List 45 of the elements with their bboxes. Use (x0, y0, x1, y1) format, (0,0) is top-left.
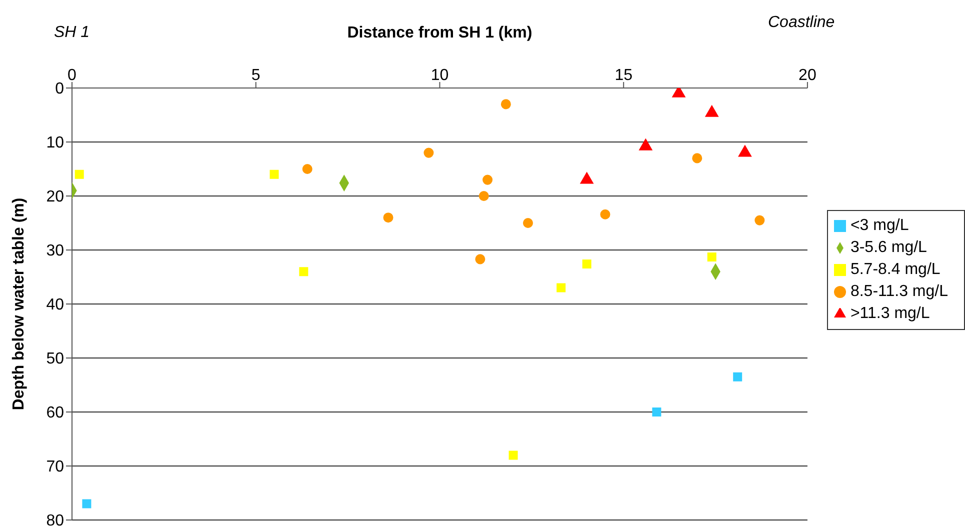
point (383, 212, 394, 223)
legend-label: 3-5.6 mg/L (850, 239, 927, 256)
y-axis-title: Depth below water table (m) (10, 198, 28, 410)
point (672, 88, 686, 98)
x-tick-label: 10 (430, 67, 449, 84)
point (482, 174, 493, 185)
point (270, 170, 279, 179)
y-tick-label: 80 (46, 512, 64, 530)
point (299, 267, 308, 276)
y-tick-label: 10 (46, 134, 64, 152)
legend-label: 5.7-8.4 mg/L (850, 261, 940, 278)
point (478, 190, 489, 202)
y-tick-label: 70 (46, 458, 64, 476)
x-tick-label: 0 (68, 67, 77, 84)
point (733, 372, 742, 382)
point (582, 260, 592, 269)
text: Coastline (768, 14, 835, 32)
point (754, 215, 765, 226)
point (522, 218, 533, 228)
point (556, 283, 566, 292)
y-tick-label: 50 (46, 350, 64, 368)
point (508, 450, 518, 460)
text: SH 1 (54, 24, 90, 42)
y-tick-label: 30 (46, 242, 64, 260)
x-tick-label: 15 (614, 67, 633, 84)
point (652, 408, 662, 416)
point (475, 254, 486, 264)
point (707, 252, 716, 262)
x-tick-label: 5 (251, 67, 260, 84)
point (692, 153, 702, 164)
point (424, 148, 434, 158)
x-axis-title: Distance from SH 1 (km) (347, 24, 532, 42)
legend-label: <3 mg/L (850, 217, 909, 234)
point (500, 99, 511, 110)
point (302, 164, 312, 174)
y-tick-label: 0 (55, 80, 64, 98)
point (600, 209, 610, 220)
x-tick-label: 20 (798, 67, 816, 84)
y-tick-label: 40 (46, 296, 64, 314)
point (82, 499, 92, 508)
y-tick-label: 60 (46, 404, 64, 422)
y-tick-label: 20 (46, 188, 64, 206)
point (74, 170, 84, 179)
legend-label: >11.3 mg/L (850, 305, 930, 322)
legend-label: 8.5-11.3 mg/L (850, 283, 948, 300)
